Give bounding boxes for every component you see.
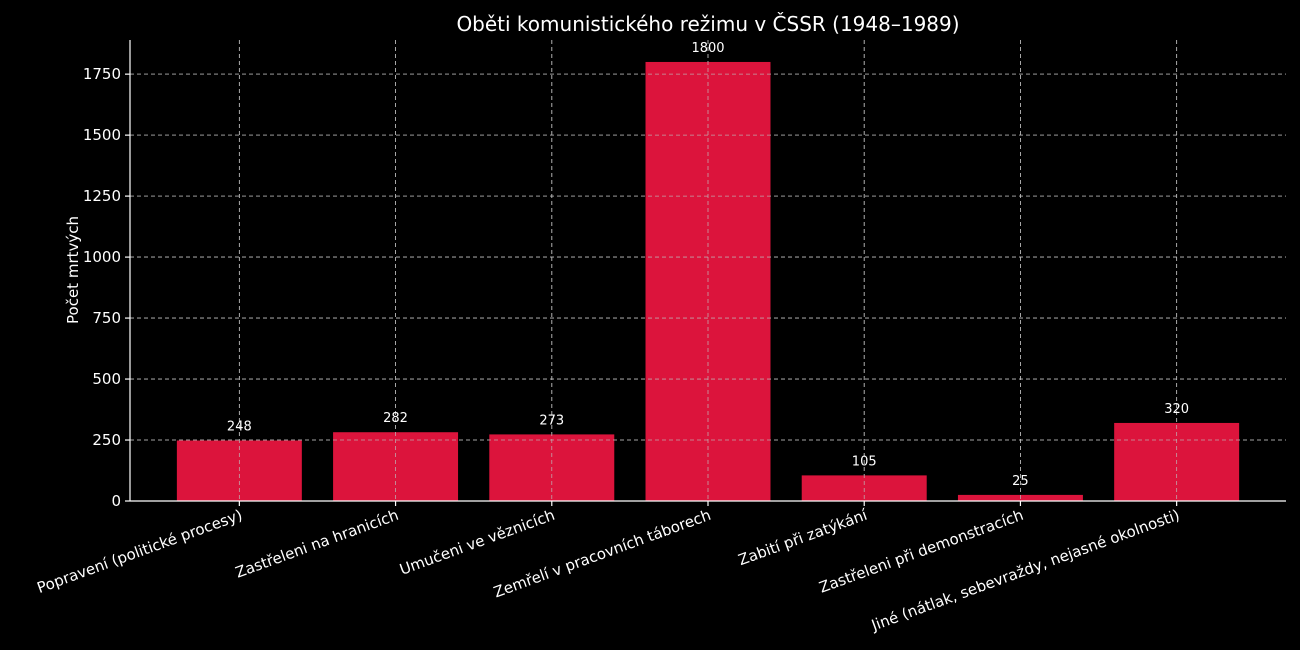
chart-title: Oběti komunistického režimu v ČSSR (1948… (456, 12, 959, 36)
bar-value-label: 105 (852, 454, 877, 469)
bar-value-label: 248 (227, 420, 252, 435)
bar-value-label: 273 (539, 413, 564, 428)
y-tick-label: 250 (92, 431, 121, 449)
bar-value-label: 1800 (691, 41, 724, 56)
x-tick-label: Jiné (nátlak, sebevraždy, nejasné okolno… (868, 506, 1182, 635)
bar-value-label: 320 (1164, 402, 1189, 417)
x-tick-label: Zastřeleni na hranicích (233, 506, 401, 582)
axes-layer (125, 40, 1286, 506)
x-tick-label: Popravení (politické procesy) (35, 506, 245, 597)
y-tick-label: 0 (111, 492, 121, 510)
bar-value-label: 25 (1012, 474, 1029, 489)
y-axis-label: Počet mrtvých (64, 216, 82, 324)
x-tick-label: Zabití při zatýkání (736, 506, 870, 570)
x-tick-label: Umučeni ve věznicích (397, 506, 557, 579)
y-tick-label: 1750 (83, 65, 121, 83)
y-tick-label: 1500 (83, 126, 121, 144)
bar-value-label: 282 (383, 411, 408, 426)
y-tick-label: 1000 (83, 248, 121, 266)
y-tick-label: 500 (92, 370, 121, 388)
y-tick-label: 750 (92, 309, 121, 327)
labels-layer: 0 250 500 750 1000 1250 1500 1750 248 282 273 1800 1… (35, 41, 1189, 635)
y-tick-label: 1250 (83, 187, 121, 205)
